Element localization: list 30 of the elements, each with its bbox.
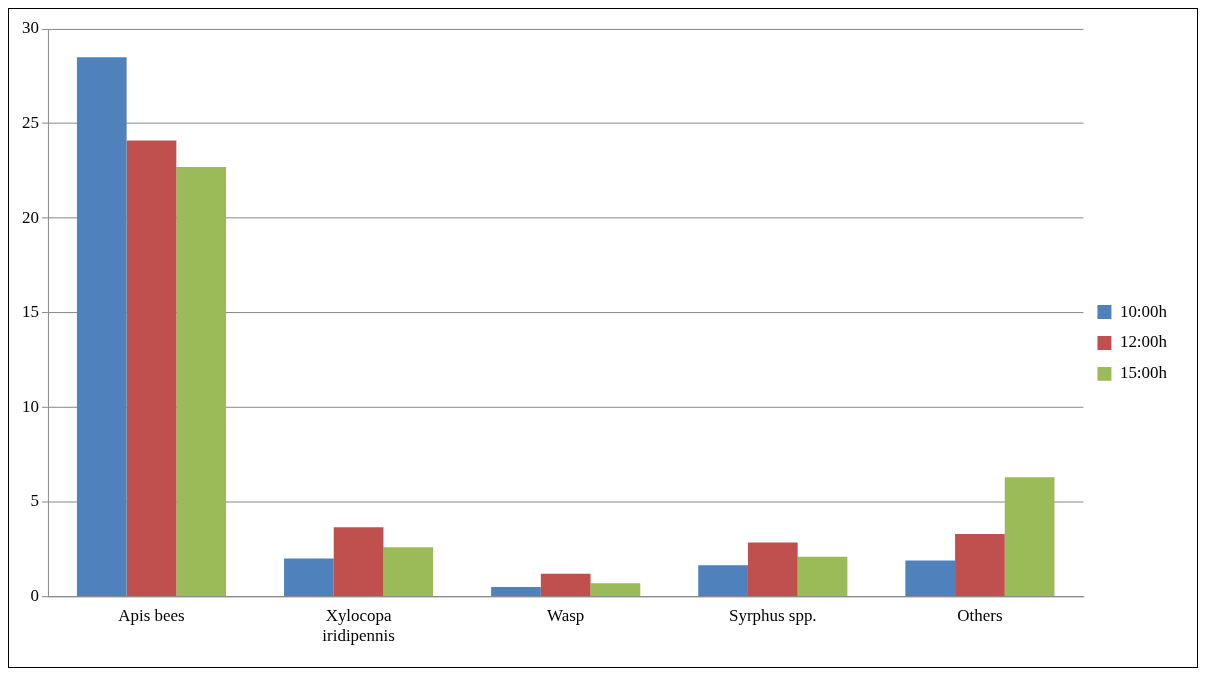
bar [284,558,334,596]
x-tick-label: Wasp [547,606,585,626]
x-tick-label: Xylocopa iridipennis [322,606,395,646]
y-tick-label: 30 [22,18,39,38]
y-tick-label: 20 [22,207,39,227]
bar [747,542,798,596]
bar [76,57,127,596]
y-tick-label: 25 [22,112,39,132]
x-tick-label: Apis bees [118,606,185,626]
bar [590,583,641,596]
bar [383,547,434,596]
legend-label: 10:00h [1119,301,1168,321]
bar [1004,477,1055,596]
bar [540,573,591,596]
bar [698,565,748,596]
x-tick-label: Others [957,606,1003,626]
y-tick-label: 0 [30,585,39,605]
bar [333,527,384,596]
y-tick-label: 10 [22,396,39,416]
y-tick-label: 15 [22,302,39,322]
bar [126,140,177,596]
x-tick-label: Syrphus spp. [729,606,817,626]
bar [491,586,541,596]
bar [797,556,848,596]
legend-label: 15:00h [1119,363,1168,383]
legend-label: 12:00h [1119,332,1168,352]
y-tick-label: 5 [30,491,39,511]
bar [955,533,1005,596]
bar [905,560,956,596]
bar [176,167,227,596]
